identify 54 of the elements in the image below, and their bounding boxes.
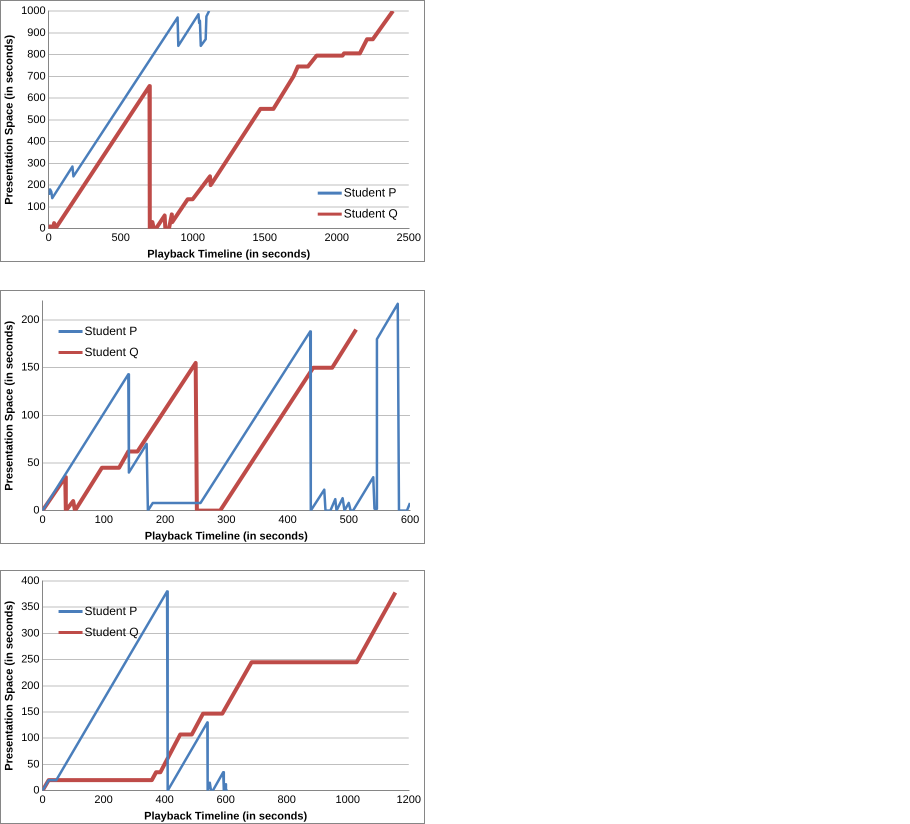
x-axis-title: Playback Timeline (in seconds)	[144, 810, 308, 822]
x-tick-label: 500	[340, 514, 358, 526]
x-tick-label: 200	[156, 514, 174, 526]
y-tick-label: 50	[27, 456, 40, 469]
x-tick-label: 300	[217, 514, 236, 526]
x-tick-label: 200	[94, 794, 113, 806]
y-tick-label: 0	[40, 222, 46, 235]
y-tick-label: 50	[27, 758, 40, 770]
y-tick-label: 1000	[21, 5, 46, 18]
x-tick-label: 600	[216, 794, 235, 806]
y-tick-label: 400	[21, 575, 40, 588]
x-axis-title: Playback Timeline (in seconds)	[147, 248, 311, 260]
y-tick-label: 700	[27, 70, 46, 82]
y-tick-label: 150	[21, 706, 40, 718]
x-tick-label: 600	[400, 514, 420, 526]
y-axis-title: Presentation Space (in seconds)	[4, 600, 16, 771]
y-tick-label: 200	[21, 314, 40, 326]
x-tick-label: 100	[94, 514, 113, 526]
y-tick-label: 500	[27, 114, 46, 126]
y-tick-label: 200	[21, 680, 40, 692]
y-tick-label: 100	[21, 409, 40, 422]
legend-label: Student Q	[344, 206, 398, 220]
x-tick-label: 400	[278, 514, 297, 526]
legend-label: Student P	[84, 324, 138, 338]
y-tick-label: 600	[27, 92, 46, 104]
x-tick-label: 1000	[180, 232, 205, 244]
x-tick-label: 2500	[396, 232, 422, 244]
y-tick-label: 350	[21, 601, 40, 614]
y-tick-label: 150	[21, 362, 40, 374]
x-tick-label: 1000	[335, 794, 360, 806]
y-tick-label: 400	[27, 136, 46, 148]
y-tick-label: 100	[27, 200, 46, 213]
y-tick-label: 200	[27, 179, 46, 192]
legend-label: Student P	[344, 185, 396, 200]
legend-label: Student Q	[84, 624, 139, 639]
y-tick-label: 250	[21, 654, 40, 666]
legend-label: Student P	[84, 604, 138, 618]
x-tick-label: 500	[112, 232, 130, 244]
x-axis-title: Playback Timeline (in seconds)	[144, 530, 308, 542]
y-tick-label: 800	[27, 48, 46, 61]
y-tick-label: 100	[21, 732, 40, 744]
x-tick-label: 2000	[324, 232, 349, 244]
y-tick-label: 0	[33, 504, 40, 517]
y-tick-label: 300	[21, 627, 40, 640]
legend-label: Student Q	[84, 344, 139, 359]
y-tick-label: 0	[33, 784, 40, 797]
y-axis-title: Presentation Space (in seconds)	[4, 34, 16, 205]
y-tick-label: 900	[27, 26, 46, 39]
y-tick-label: 300	[27, 157, 46, 170]
x-tick-label: 800	[278, 794, 296, 806]
x-tick-label: 400	[155, 794, 174, 806]
x-tick-label: 1200	[396, 794, 422, 806]
y-axis-title: Presentation Space (in seconds)	[4, 320, 16, 491]
x-tick-label: 1500	[252, 232, 277, 244]
